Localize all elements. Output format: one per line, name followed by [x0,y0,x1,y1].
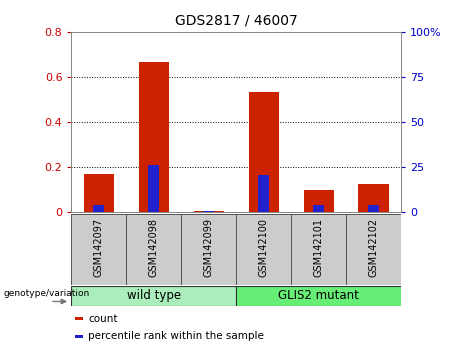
Bar [258,175,269,212]
Bar [181,214,236,285]
Bar [71,214,126,285]
Bar [126,214,181,285]
Text: wild type: wild type [127,290,181,302]
Bar [75,335,83,338]
Bar [248,92,279,212]
Text: genotype/variation: genotype/variation [4,289,90,298]
Text: count: count [88,314,118,324]
Text: GSM142099: GSM142099 [204,218,214,277]
Bar [303,190,334,212]
Bar [194,211,224,212]
Bar [71,286,236,306]
Bar [236,286,401,306]
Bar [346,214,401,285]
Bar [203,211,214,212]
Bar [84,174,114,212]
Bar [75,317,83,320]
Text: GLIS2 mutant: GLIS2 mutant [278,290,359,302]
Text: GSM142102: GSM142102 [369,218,378,277]
Text: GSM142100: GSM142100 [259,218,269,277]
Bar [139,62,169,212]
Title: GDS2817 / 46007: GDS2817 / 46007 [175,14,298,28]
Bar [313,205,324,212]
Text: percentile rank within the sample: percentile rank within the sample [88,331,264,341]
Bar [368,205,379,212]
Bar [94,205,104,212]
Text: GSM142098: GSM142098 [149,218,159,277]
Text: GSM142097: GSM142097 [94,218,104,277]
Text: GSM142101: GSM142101 [313,218,324,277]
Bar [236,214,291,285]
Bar [359,184,389,212]
Bar [291,214,346,285]
Bar [148,165,160,212]
